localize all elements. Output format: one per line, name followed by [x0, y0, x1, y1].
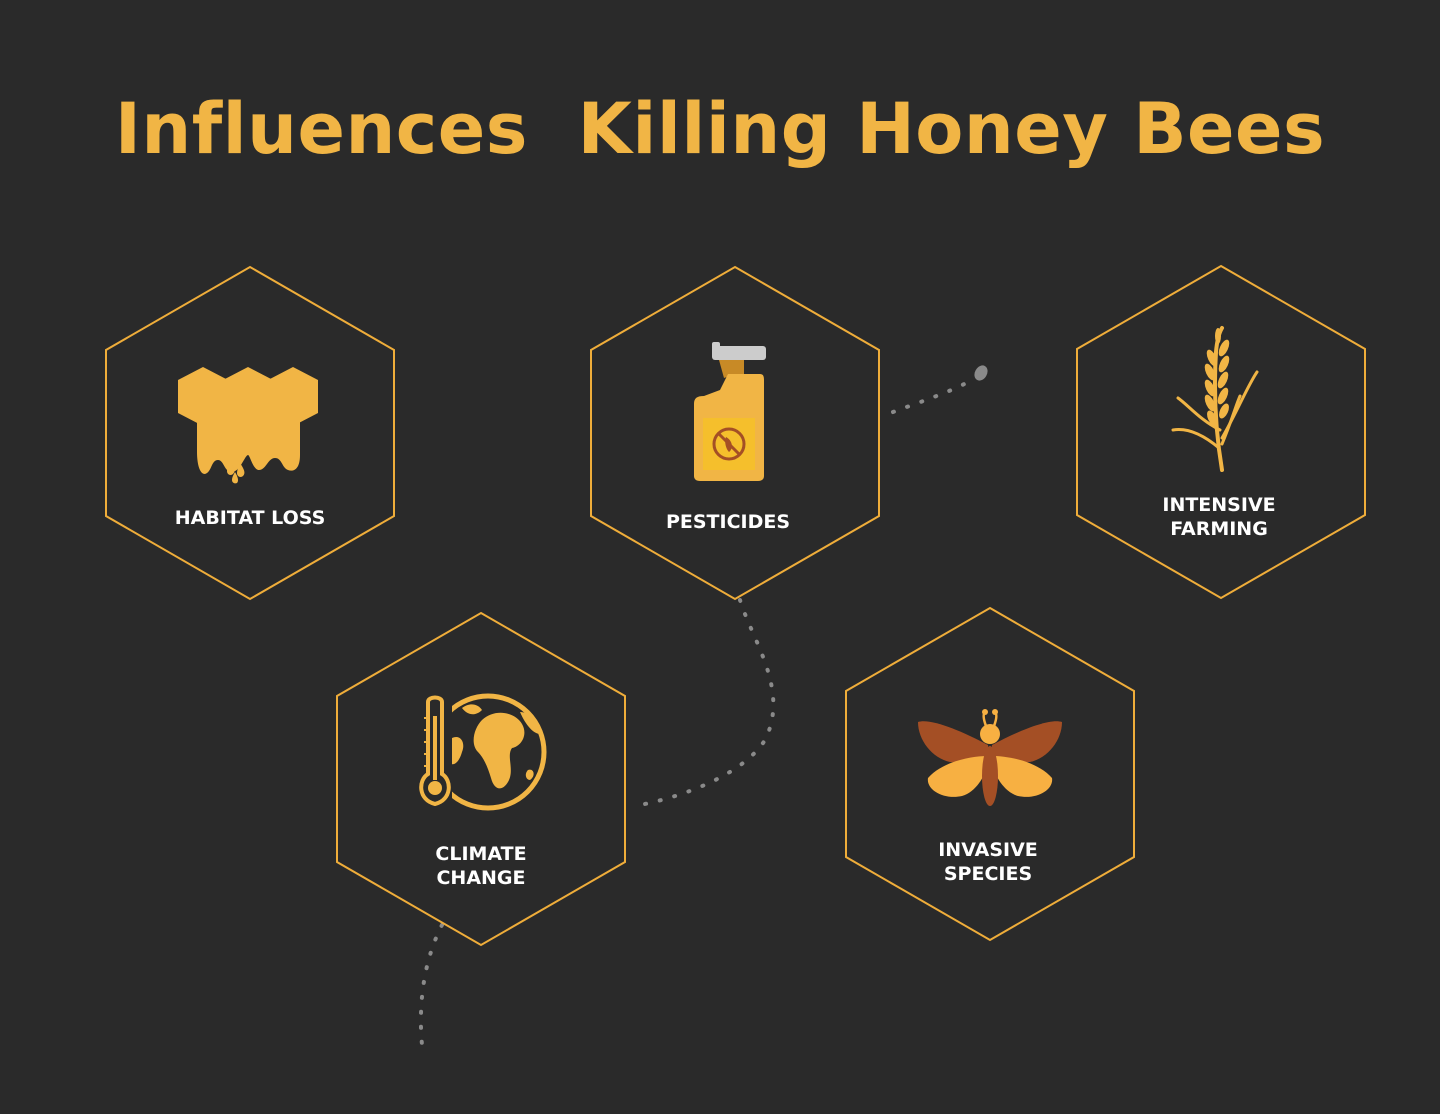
dotted-connectors [418, 380, 970, 1047]
connector-pesticides-to-climate [638, 598, 776, 807]
label-intensive-farming: INTENSIVE FARMING [1119, 493, 1319, 541]
honeycomb-icon [178, 367, 318, 484]
spray-bottle-icon [694, 342, 766, 481]
label-invasive-species-line-1: INVASIVE [938, 839, 1038, 861]
hexagon-pesticides [590, 265, 880, 601]
hexagon-climate-change [336, 611, 626, 947]
connector-end-dot [974, 365, 988, 381]
hexagon-habitat-loss [105, 265, 395, 601]
moth-icon [918, 709, 1062, 806]
label-climate-change-line-1: CLIMATE [435, 843, 527, 865]
label-climate-change: CLIMATE CHANGE [381, 842, 581, 890]
hexagons [105, 264, 1366, 947]
connector-climate-down [418, 923, 444, 1047]
label-habitat-loss: HABITAT LOSS [150, 506, 350, 530]
label-climate-change-line-2: CHANGE [436, 867, 526, 889]
page-title: Influences Killing Honey Bees [114, 88, 1326, 170]
wheat-icon [1171, 326, 1259, 472]
label-invasive-species: INVASIVE SPECIES [888, 838, 1088, 886]
connector-pesticides-to-farming [891, 380, 970, 414]
label-habitat-loss-line-1: HABITAT LOSS [174, 507, 326, 529]
hexagon-invasive-species [845, 606, 1135, 942]
label-intensive-farming-line-2: FARMING [1170, 518, 1268, 540]
label-invasive-species-line-2: SPECIES [943, 863, 1033, 885]
label-pesticides-line-1: PESTICIDES [665, 511, 791, 533]
label-pesticides: PESTICIDES [628, 510, 828, 534]
hexagon-intensive-farming [1076, 264, 1366, 600]
label-intensive-farming-line-1: INTENSIVE [1162, 494, 1276, 516]
thermometer-globe-icon [418, 693, 547, 811]
